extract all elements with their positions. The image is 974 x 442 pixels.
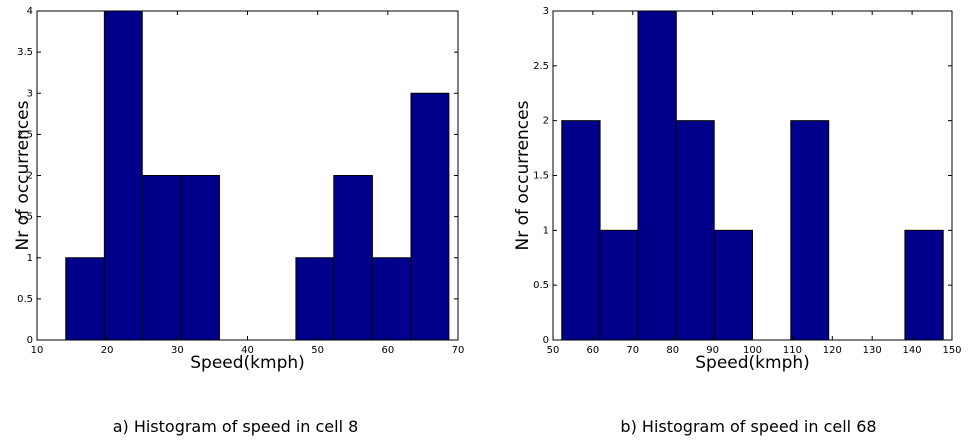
- x-tick-label: 90: [706, 345, 719, 356]
- y-tick-label: 4: [27, 6, 33, 17]
- x-tick-label: 10: [31, 345, 44, 356]
- y-tick-label: 2.5: [17, 129, 33, 140]
- x-ticks: 10 20 30 40 50 60 70: [31, 11, 465, 356]
- y-ticks: 0 0.5 1 1.5 2 2.5 3 3.5 4: [17, 6, 458, 346]
- y-tick-label: 0.5: [17, 294, 33, 305]
- histogram-chart-cell-68: 50 60 70 80 90 100 110 120 130 140 150 0 0.5 1 1.5 2 2.…: [513, 6, 962, 436]
- x-tick-label: 20: [101, 345, 114, 356]
- x-tick-label: 150: [942, 345, 961, 356]
- x-tick-label: 130: [863, 345, 882, 356]
- y-tick-label: 2: [543, 116, 549, 127]
- x-tick-label: 50: [547, 345, 560, 356]
- x-tick-label: 120: [823, 345, 842, 356]
- x-tick-label: 60: [381, 345, 394, 356]
- x-tick-label: 100: [743, 345, 762, 356]
- x-tick-label: 110: [783, 345, 802, 356]
- histogram-bar: [295, 257, 335, 341]
- histogram-bar: [675, 120, 715, 341]
- y-tick-label: 1.5: [533, 171, 549, 182]
- histogram-bar: [790, 120, 830, 341]
- y-tick-label: 1: [543, 225, 549, 236]
- x-axis-label: Speed(kmph): [695, 353, 810, 373]
- histogram-chart-cell-8: 10 20 30 40 50 60 70 0 0.5 1 1.5 2 2.5 3 3.5 4 Speed(k…: [13, 6, 464, 436]
- y-tick-label: 1.5: [17, 212, 33, 223]
- x-axis-label: Speed(kmph): [190, 353, 305, 373]
- y-tick-label: 0: [543, 335, 549, 346]
- y-tick-label: 3: [27, 88, 33, 99]
- x-tick-label: 80: [666, 345, 679, 356]
- histogram-bar: [65, 257, 105, 341]
- histogram-bar: [904, 229, 944, 341]
- y-tick-label: 3: [543, 6, 549, 17]
- y-tick-label: 1: [27, 253, 33, 264]
- histogram-bar: [103, 10, 143, 341]
- y-tick-label: 0: [27, 335, 33, 346]
- histogram-bar: [637, 10, 677, 341]
- histogram-bar: [713, 229, 753, 341]
- y-axis-label: Nr of occurrences: [513, 100, 533, 250]
- y-tick-label: 2.5: [533, 61, 549, 72]
- bars-group: [65, 10, 450, 341]
- y-axis-label: Nr of occurrences: [13, 100, 33, 250]
- y-ticks: 0 0.5 1 1.5 2 2.5 3: [533, 6, 952, 346]
- histogram-bar: [333, 175, 373, 341]
- x-tick-label: 70: [626, 345, 639, 356]
- x-tick-label: 30: [171, 345, 184, 356]
- x-tick-label: 40: [241, 345, 254, 356]
- y-tick-label: 3.5: [17, 47, 33, 58]
- histogram-bar: [410, 92, 450, 341]
- figure-caption: b) Histogram of speed in cell 68: [620, 417, 876, 436]
- x-tick-label: 140: [903, 345, 922, 356]
- figure-caption: a) Histogram of speed in cell 8: [113, 417, 359, 436]
- histogram-bar: [599, 229, 639, 341]
- histogram-bar: [561, 120, 601, 341]
- x-tick-label: 70: [452, 345, 465, 356]
- x-ticks: 50 60 70 80 90 100 110 120 130 140 150: [547, 11, 962, 356]
- y-tick-label: 2: [27, 171, 33, 182]
- y-tick-label: 0.5: [533, 280, 549, 291]
- histogram-bar: [180, 175, 220, 341]
- x-tick-label: 50: [311, 345, 324, 356]
- bars-group: [561, 10, 944, 341]
- histogram-bar: [371, 257, 412, 341]
- histogram-bar: [141, 175, 182, 341]
- x-tick-label: 60: [587, 345, 600, 356]
